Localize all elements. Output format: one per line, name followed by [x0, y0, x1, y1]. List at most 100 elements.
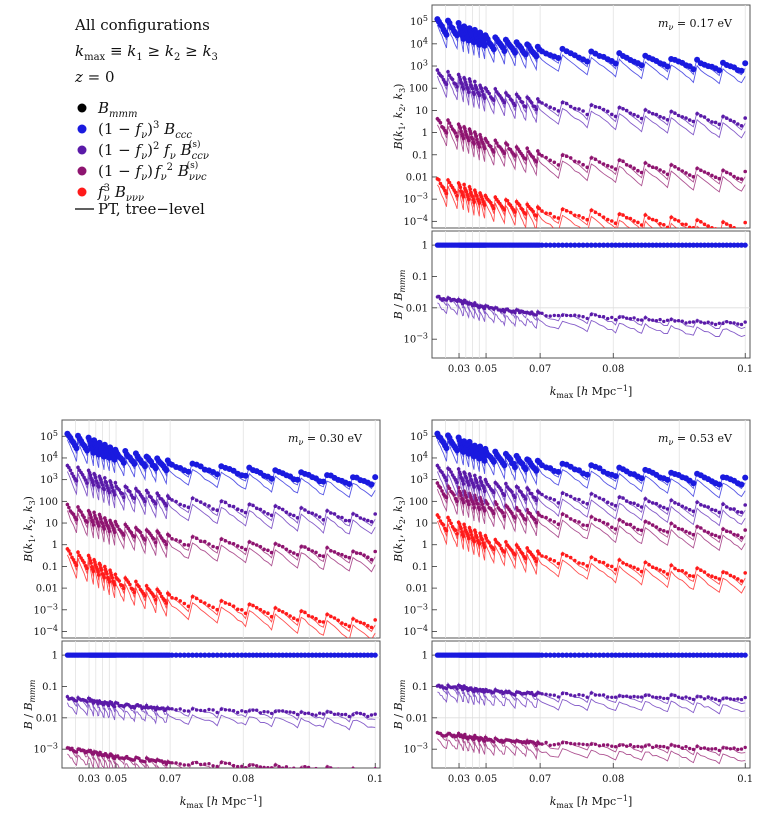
point-ccv — [560, 691, 565, 696]
point-vvv — [102, 575, 106, 580]
point-vvv — [153, 597, 158, 602]
point-vvv — [714, 227, 718, 228]
point-ccc — [111, 456, 118, 463]
point-vvv — [736, 577, 740, 581]
point-vvv — [520, 207, 525, 212]
ytick-bottom-label: 0.1 — [412, 682, 428, 693]
point-vvv — [472, 200, 476, 204]
point-vvv — [235, 607, 240, 612]
point-vvc — [605, 522, 610, 526]
point-ccv — [456, 467, 461, 471]
point-vvc — [466, 138, 471, 143]
point-vvc — [684, 745, 688, 749]
point-ccv — [713, 697, 718, 701]
point-vvc — [706, 530, 710, 535]
xtick-label: 0.03 — [448, 364, 470, 375]
top-series — [434, 16, 749, 228]
point-vvc — [333, 768, 336, 771]
point-vvc — [676, 526, 681, 531]
point-vvv — [480, 537, 485, 542]
point-ccv — [585, 316, 589, 321]
point-vvc — [691, 532, 696, 537]
point-vvv — [658, 568, 662, 572]
point-vvv — [449, 521, 453, 526]
point-ccv — [240, 709, 244, 713]
ratio-point-ccc — [298, 652, 304, 658]
point-vvc — [251, 763, 255, 767]
point-ccv — [691, 320, 696, 324]
point-vvc — [186, 543, 191, 547]
pt-line-vvc — [437, 124, 746, 193]
point-vvc — [676, 167, 681, 171]
point-ccv — [713, 322, 718, 327]
point-ccv — [688, 696, 692, 700]
ratio-point-ccc — [664, 652, 671, 658]
point-vvc — [544, 155, 548, 160]
point-vvv — [680, 569, 685, 573]
point-ccv — [585, 695, 589, 699]
point-vvc — [366, 769, 369, 772]
point-ccv — [258, 507, 263, 512]
point-vvv — [710, 574, 714, 578]
point-vvv — [186, 604, 191, 609]
point-vvc — [477, 145, 482, 149]
ratio-point-ccc — [331, 652, 338, 658]
point-ccv — [292, 710, 296, 715]
point-vvc — [492, 740, 496, 744]
point-ccv — [366, 518, 370, 523]
point-ccv — [295, 712, 300, 717]
point-ccv — [273, 709, 277, 714]
point-ccv — [632, 316, 636, 320]
point-ccv — [684, 116, 688, 120]
ratio-point-ccc — [605, 652, 611, 658]
point-vvc — [143, 538, 147, 542]
pt-line-vvc — [436, 488, 746, 552]
ratio-point-ccc — [283, 652, 289, 658]
point-vvc — [74, 750, 79, 754]
point-vvc — [669, 743, 673, 747]
point-ccv — [199, 708, 203, 713]
point-ccv — [128, 489, 132, 494]
xtick-label: 0.05 — [475, 364, 497, 375]
ratio-point-ccc — [555, 652, 562, 658]
point-ccv — [593, 693, 598, 697]
point-ccv — [198, 500, 203, 504]
point-vvv — [438, 181, 443, 186]
ratio-point-ccc — [653, 242, 660, 248]
point-ccv — [480, 89, 485, 94]
point-ccv — [91, 483, 96, 487]
point-ccv — [651, 695, 655, 699]
point-vvc — [639, 528, 644, 533]
legend-entry-bvvc: (1 − fν) fν2 Bννc(s) — [98, 160, 207, 183]
point-vvv — [113, 572, 118, 577]
point-vvc — [628, 743, 633, 747]
point-ccv — [502, 493, 507, 498]
point-vvv — [593, 557, 598, 562]
point-vvc — [99, 517, 103, 521]
point-vvv — [120, 583, 125, 588]
point-ccv — [351, 512, 355, 516]
point-vvc — [639, 170, 644, 175]
legend-marker-bccv — [77, 145, 87, 155]
point-vvv — [336, 618, 341, 623]
point-ccv — [529, 491, 534, 496]
point-vvc — [295, 553, 300, 557]
ratio-point-ccc — [592, 242, 599, 248]
point-ccv — [247, 709, 251, 713]
point-vvv — [182, 601, 187, 606]
point-ccv — [347, 518, 352, 523]
point-vvv — [277, 608, 281, 612]
point-vvv — [107, 580, 112, 584]
ratio-point-ccc — [169, 652, 175, 658]
point-ccv — [306, 510, 311, 515]
point-ccc — [481, 457, 488, 464]
ratio-point-ccc — [738, 652, 745, 658]
ratio-point-ccc — [291, 652, 297, 658]
ytick-top-label: 1 — [422, 540, 428, 551]
point-vvc — [186, 763, 191, 767]
point-vvc — [665, 746, 670, 750]
point-ccv — [288, 710, 292, 714]
ratio-point-ccc — [661, 652, 667, 658]
point-ccv — [466, 483, 471, 487]
point-ccc — [120, 459, 127, 466]
